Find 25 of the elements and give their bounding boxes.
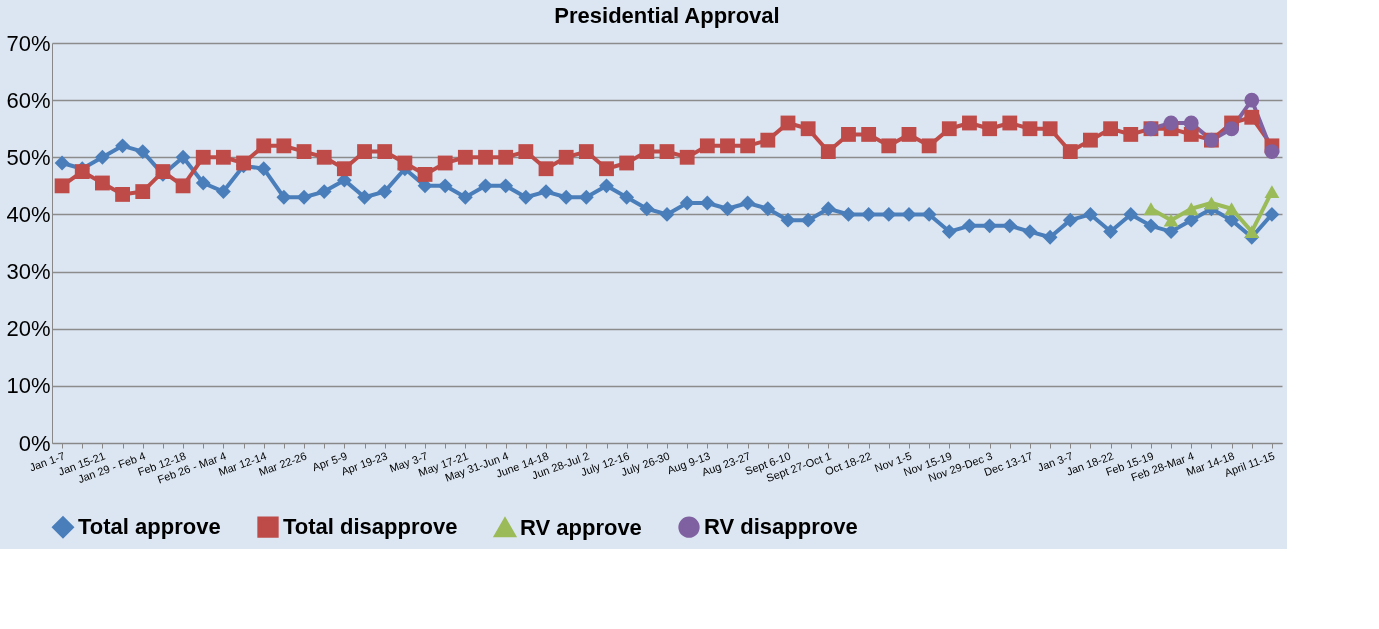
point <box>1183 202 1199 216</box>
point <box>1244 225 1260 238</box>
point <box>1244 92 1260 108</box>
y-tick-label: 0% <box>18 430 51 456</box>
point <box>1264 185 1280 198</box>
legend-label: Total approve <box>78 514 221 540</box>
legend-label: RV approve <box>520 514 642 540</box>
point <box>1224 202 1240 216</box>
chart-title: Presidential Approval <box>554 3 780 28</box>
y-tick-label: 40% <box>6 201 51 227</box>
point <box>1204 196 1219 210</box>
y-tick-label: 50% <box>6 144 51 170</box>
y-tick-label: 70% <box>6 30 51 56</box>
y-tick-label: 20% <box>6 316 51 342</box>
point <box>1163 115 1179 131</box>
y-tick-label: 60% <box>6 87 51 113</box>
point <box>1224 121 1240 137</box>
legend-label: RV disapprove <box>704 514 858 540</box>
point <box>1143 202 1159 216</box>
point <box>1163 213 1179 227</box>
legend-label: Total disapprove <box>283 514 458 540</box>
point <box>1264 144 1280 159</box>
y-tick-label: 30% <box>6 259 51 285</box>
point <box>1183 115 1199 131</box>
y-tick-label: 10% <box>6 373 51 399</box>
